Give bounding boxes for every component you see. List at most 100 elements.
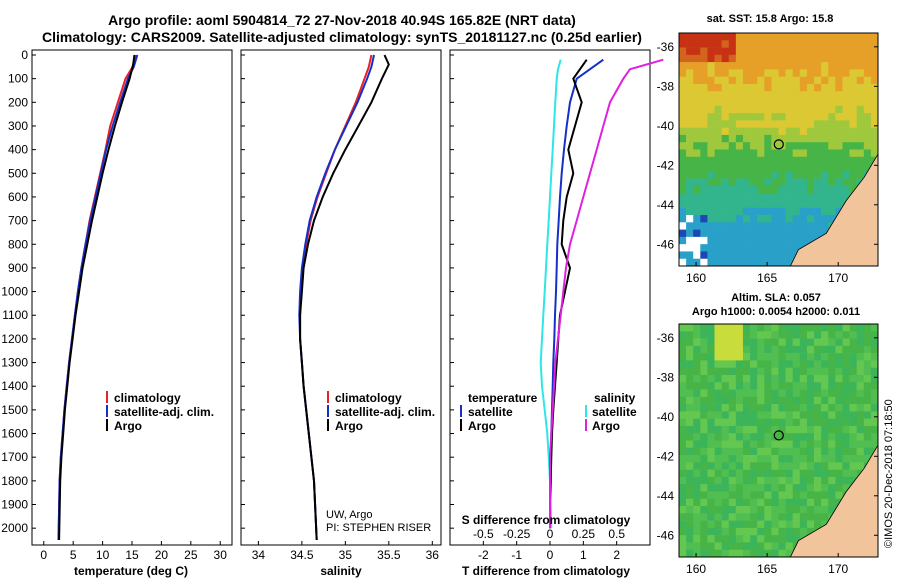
map-cell (714, 331, 722, 339)
map-cell (814, 389, 822, 398)
map-cell (757, 440, 765, 449)
map-cell (799, 469, 808, 478)
map-cell (757, 433, 765, 441)
map-cell (821, 40, 829, 48)
lon-tick-label: 170 (828, 562, 848, 576)
map-cell (728, 374, 737, 383)
map-cell (750, 418, 758, 427)
map-cell (806, 91, 815, 99)
map-cell (757, 76, 765, 85)
map-cell (742, 105, 751, 114)
map-cell (778, 164, 786, 172)
map-cell (721, 142, 730, 150)
map-cell (679, 374, 687, 383)
map-cell (828, 215, 836, 223)
map-cell (693, 535, 701, 543)
map-cell (728, 229, 737, 238)
map-cell (806, 331, 815, 339)
map-cell (870, 149, 879, 158)
map-cell (799, 447, 808, 456)
map-cell (785, 520, 794, 529)
map-cell (835, 404, 843, 412)
map-cell (742, 98, 751, 107)
map-cell (757, 469, 765, 478)
map-cell (771, 396, 779, 405)
map-cell (735, 542, 744, 551)
depth-tick-label: 600 (8, 190, 28, 204)
map-cell (856, 433, 865, 441)
map-cell (714, 476, 722, 485)
map-cell (821, 142, 829, 150)
map-cell (764, 542, 772, 551)
map-cell (771, 164, 779, 172)
map-cell (799, 440, 808, 449)
map-cell (679, 127, 687, 136)
x-tick-label: 35.5 (377, 548, 401, 562)
map-cell (757, 207, 765, 216)
map-cell (870, 418, 879, 427)
map-cell (814, 54, 822, 63)
map-cell (742, 513, 751, 521)
map-cell (806, 142, 815, 150)
lat-tick-label: -44 (657, 198, 675, 212)
map-cell (764, 229, 772, 238)
map-cell (842, 40, 850, 48)
map-cell (742, 91, 751, 99)
series-line-argo (58, 54, 136, 541)
map-cell (785, 411, 794, 419)
depth-tick-label: 800 (8, 237, 28, 251)
map-cell (728, 462, 737, 470)
map-cell (771, 83, 779, 92)
map-cell (835, 324, 843, 332)
map-cell (686, 418, 694, 427)
map-cell (849, 353, 857, 361)
map-cell (828, 462, 836, 470)
map-cell (842, 62, 850, 70)
map-cell (806, 76, 815, 85)
map-cell (821, 411, 829, 419)
map-cell (735, 105, 744, 114)
map-cell (735, 215, 744, 223)
map-cell (842, 193, 850, 201)
map-cell (742, 127, 751, 136)
map-cell (806, 113, 815, 121)
map-cell (750, 76, 758, 85)
map-cell (814, 229, 822, 238)
map-cell (679, 76, 687, 85)
map-cell (693, 506, 701, 514)
map-cell (771, 200, 779, 209)
map-cell (806, 469, 815, 478)
map-cell (728, 549, 737, 558)
map-cell (707, 462, 715, 470)
map-cell (842, 345, 850, 354)
map-cell (686, 215, 694, 223)
map-cell (835, 207, 843, 216)
map-cell (728, 185, 737, 194)
map-cell (814, 331, 822, 339)
map-cell (821, 440, 829, 449)
depth-tick-label: 1500 (1, 403, 28, 417)
map-cell (721, 207, 730, 216)
map-cell (806, 498, 815, 507)
temperature-series (57, 54, 139, 541)
map-cell (806, 476, 815, 485)
map-cell (679, 69, 687, 77)
map-cell (870, 113, 879, 121)
map-cell (814, 345, 822, 354)
map-cell (757, 178, 765, 187)
map-cell (764, 105, 772, 114)
map-cell (721, 113, 730, 121)
map-cell (764, 156, 772, 165)
map-cell (842, 440, 850, 449)
depth-tick-label: 1800 (1, 474, 28, 488)
map-cell (792, 418, 801, 427)
map-cell (764, 527, 772, 536)
map-cell (707, 360, 715, 368)
map-cell (735, 353, 744, 361)
map-cell (714, 149, 722, 158)
map-cell (828, 396, 836, 405)
map-cell (799, 520, 808, 529)
map-cell (679, 469, 687, 478)
map-cell (721, 425, 730, 434)
map-cell (849, 360, 857, 368)
